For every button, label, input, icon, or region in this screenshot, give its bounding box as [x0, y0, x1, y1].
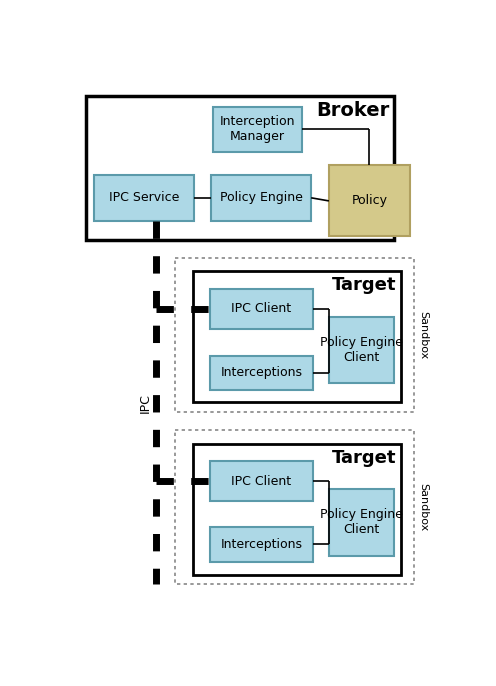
Bar [192, 271, 400, 402]
Bar [211, 175, 311, 221]
Text: IPC: IPC [138, 392, 151, 412]
Text: IPC Client: IPC Client [232, 303, 292, 315]
Bar [209, 355, 313, 390]
Text: Policy: Policy [351, 194, 387, 207]
Text: Sandbox: Sandbox [418, 483, 428, 532]
Text: Target: Target [331, 449, 396, 467]
Text: Interceptions: Interceptions [221, 539, 303, 552]
Bar [175, 258, 414, 412]
Text: Policy Engine
Client: Policy Engine Client [320, 508, 403, 536]
Bar [86, 96, 394, 240]
Text: Interception
Manager: Interception Manager [220, 115, 296, 143]
Bar [209, 528, 313, 562]
Text: Interceptions: Interceptions [221, 366, 303, 379]
Bar [175, 430, 414, 584]
Text: Policy Engine: Policy Engine [220, 191, 303, 204]
Bar [192, 445, 400, 575]
Bar [329, 165, 410, 236]
Bar [209, 461, 313, 501]
Text: Broker: Broker [316, 101, 390, 120]
Text: IPC Client: IPC Client [232, 475, 292, 488]
Bar [94, 175, 194, 221]
Text: IPC Service: IPC Service [109, 191, 179, 204]
Text: Target: Target [331, 276, 396, 294]
Bar [213, 107, 302, 152]
Text: Policy Engine
Client: Policy Engine Client [320, 336, 403, 364]
Text: Sandbox: Sandbox [418, 311, 428, 359]
Bar [209, 289, 313, 329]
Bar [329, 317, 394, 383]
Bar [329, 489, 394, 556]
